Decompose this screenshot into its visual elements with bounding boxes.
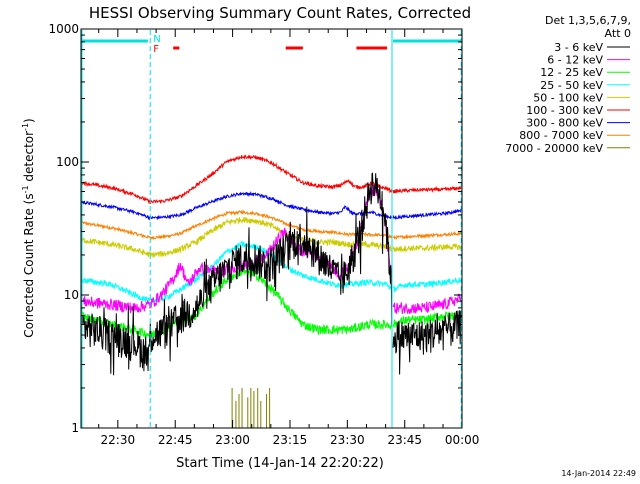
series-7000-20000-kev-bursts — [231, 387, 271, 428]
legend-label-3-6-kev: 3 - 6 keV — [554, 41, 603, 54]
legend-label-6-12-kev: 6 - 12 keV — [547, 54, 603, 67]
legend-label-25-50-kev: 25 - 50 keV — [540, 79, 603, 92]
x-tick-label: 23:45 — [387, 433, 422, 447]
series-50-100-kev-line — [81, 217, 462, 258]
y-tick-label: 10 — [64, 288, 79, 302]
y-axis-label: Corrected Count Rate (s-1 detector-1) — [21, 118, 36, 337]
legend-label-300-800-kev: 300 - 800 keV — [526, 117, 603, 130]
legend-label-100-300-kev: 100 - 300 keV — [526, 104, 603, 117]
night-flag-label: N — [153, 34, 160, 45]
x-tick-label: 00:00 — [445, 433, 480, 447]
legend-label-50-100-kev: 50 - 100 keV — [533, 91, 603, 104]
plot-frame — [80, 28, 463, 429]
series-800-7000-kev-line — [81, 209, 462, 241]
x-tick-label: 23:00 — [215, 433, 250, 447]
data-series-group — [81, 154, 462, 428]
y-tick-label: 1000 — [48, 22, 79, 36]
x-tick-label: 23:15 — [273, 433, 308, 447]
legend-label-7000-20000-kev: 7000 - 20000 keV — [505, 142, 603, 155]
x-tick-label: 23:30 — [330, 433, 365, 447]
legend-title-attenuator: Att 0 — [605, 27, 631, 40]
series-3-6-kev-line — [81, 172, 462, 376]
y-tick-label: 100 — [56, 155, 79, 169]
plot-area: NF 1 10 100 1000 22:30 22:45 23:00 23:15 23:30 23:… — [48, 22, 479, 447]
y-tick-label: 1 — [71, 421, 79, 435]
x-axis-label: Start Time (14-Jan-14 22:20:22) — [176, 456, 384, 471]
x-tick-label: 22:45 — [158, 433, 193, 447]
series-100-300-kev-line — [81, 154, 462, 204]
legend-label-12-25-kev: 12 - 25 keV — [540, 66, 603, 79]
legend-title-detectors: Det 1,3,5,6,7,9, — [545, 14, 631, 27]
generation-timestamp: 14-Jan-2014 22:49 — [561, 469, 636, 478]
legend-label-800-7000-kev: 800 - 7000 keV — [519, 129, 603, 142]
series-300-800-kev-line — [81, 191, 462, 221]
flare-flag-label: F — [153, 44, 159, 55]
x-tick-label: 22:30 — [101, 433, 136, 447]
chart-title: HESSI Observing Summary Count Rates, Cor… — [89, 4, 471, 22]
